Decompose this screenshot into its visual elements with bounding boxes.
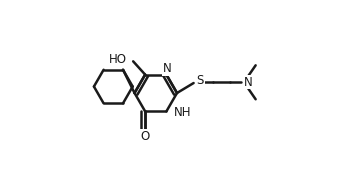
Text: HO: HO bbox=[109, 53, 127, 66]
Text: S: S bbox=[196, 74, 204, 87]
Text: O: O bbox=[141, 130, 150, 143]
Text: N: N bbox=[163, 62, 172, 75]
Text: NH: NH bbox=[174, 106, 192, 119]
Text: N: N bbox=[244, 76, 252, 89]
